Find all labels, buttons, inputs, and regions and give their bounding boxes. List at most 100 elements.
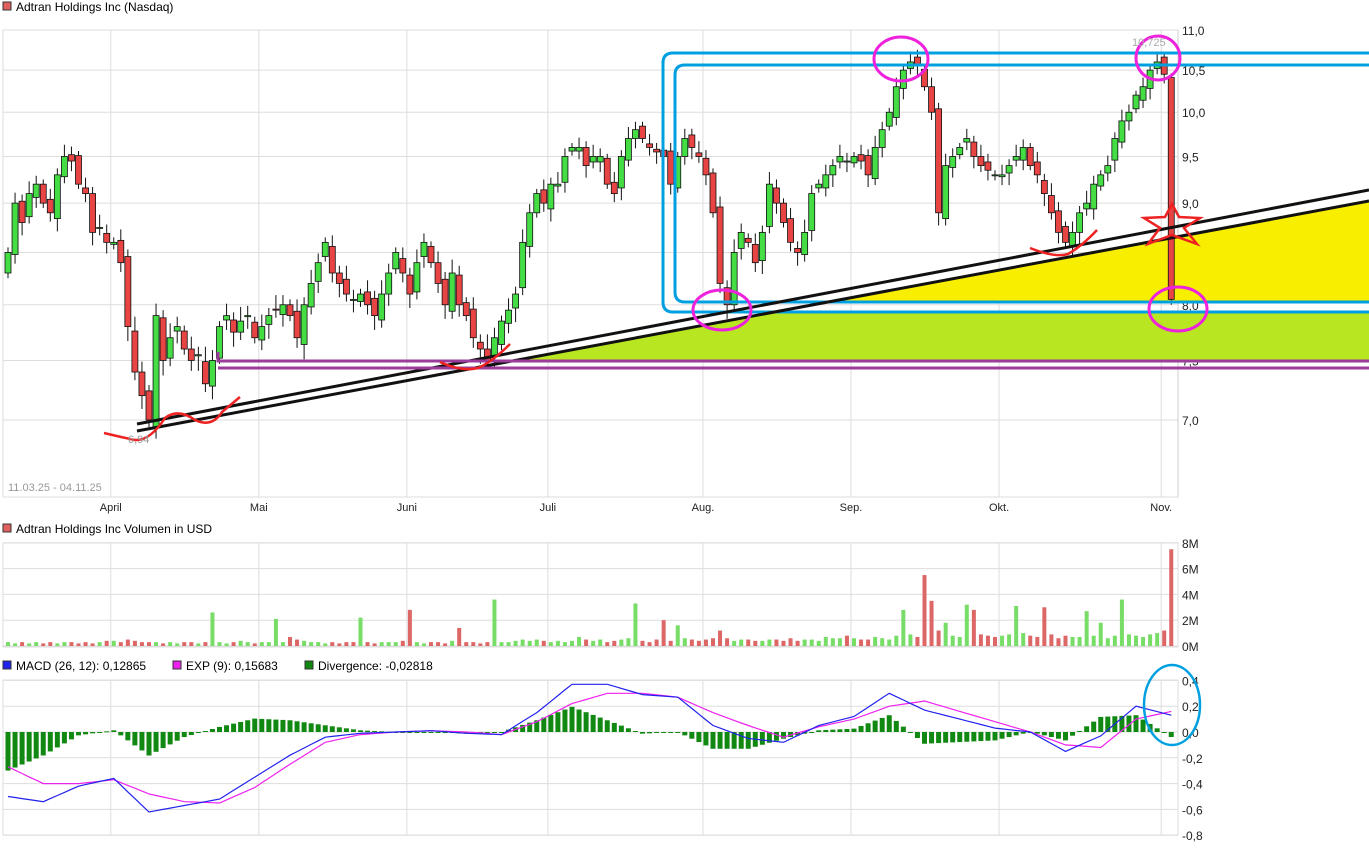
volume-bar: [13, 643, 18, 646]
candle-up: [949, 156, 957, 168]
candle-down: [201, 361, 209, 385]
volume-bar: [957, 636, 962, 646]
candle-down: [89, 193, 96, 233]
divergence-bar: [68, 732, 74, 740]
red-curve-oct: [1029, 229, 1098, 257]
candle-down: [716, 206, 724, 284]
candle-down: [702, 157, 710, 176]
candle-up: [448, 272, 456, 312]
volume-bar: [76, 643, 81, 646]
volume-bar: [760, 640, 765, 646]
candle-up: [350, 298, 357, 301]
candle-down: [82, 187, 89, 195]
candle-up: [871, 147, 879, 179]
volume-bar: [139, 642, 144, 646]
volume-bar: [1148, 634, 1153, 646]
volume-bar: [6, 642, 10, 646]
volume-bar: [1014, 606, 1019, 646]
volume-bar: [943, 622, 948, 646]
candle-down: [603, 157, 611, 185]
divergence-bar: [647, 732, 653, 734]
divergence-bar: [111, 730, 117, 732]
divergence-bar: [238, 721, 244, 732]
divergence-bar: [816, 730, 822, 732]
divergence-bar: [950, 732, 956, 743]
high-label: 10,725: [1132, 37, 1166, 49]
divergence-bar: [350, 729, 356, 732]
candle-down: [787, 218, 794, 243]
candle-up: [321, 241, 329, 257]
candle-down: [180, 330, 188, 350]
volume-bar: [478, 643, 483, 646]
volume-bar: [1021, 633, 1026, 646]
divergence-bar: [964, 732, 970, 742]
divergence-bar: [611, 722, 617, 732]
candle-up: [110, 241, 118, 245]
candle-down: [159, 317, 167, 361]
divergence-bar: [188, 732, 194, 736]
divergence-bar: [26, 732, 32, 762]
divergence-bar: [823, 729, 829, 732]
volume-bar: [703, 639, 708, 646]
divergence-bar: [273, 719, 279, 732]
date-range-label: 11.03.25 - 04.11.25: [8, 482, 102, 494]
macd-axis-tick: -0,2: [1182, 752, 1203, 766]
volume-bar: [111, 640, 116, 646]
volume-bar: [386, 642, 391, 646]
divergence-bar: [1048, 732, 1054, 738]
volume-bar: [1056, 638, 1061, 646]
divergence-bar: [202, 730, 208, 732]
volume-bar: [788, 638, 793, 646]
price-chart-title: Adtran Holdings Inc (Nasdaq): [16, 0, 173, 14]
divergence-bar: [936, 732, 942, 744]
volume-bar: [725, 638, 730, 646]
divergence-bar: [1041, 732, 1047, 736]
divergence-bar: [1105, 716, 1111, 732]
divergence-bar: [844, 728, 850, 732]
candle-up: [892, 86, 900, 118]
candle-up: [392, 252, 400, 270]
divergence-bar: [1126, 715, 1132, 732]
candle-up: [1104, 165, 1112, 174]
divergence-bar: [336, 727, 342, 732]
divergence-bar: [287, 720, 293, 732]
divergence-bar: [632, 730, 638, 732]
divergence-bar: [1140, 719, 1146, 732]
volume-bar: [1000, 635, 1005, 646]
divergence-bar: [879, 717, 885, 732]
candle-up: [885, 111, 893, 127]
volume-bar: [887, 639, 892, 646]
candle-down: [977, 156, 985, 167]
divergence-bar: [900, 726, 906, 732]
candle-up: [625, 138, 632, 161]
candle-up: [554, 183, 562, 187]
divergence-bar: [160, 732, 166, 749]
candle-up: [194, 354, 202, 357]
volume-bar: [245, 642, 250, 646]
divergence-bar: [294, 721, 300, 732]
volume-bar: [1091, 635, 1096, 646]
candle-up: [632, 129, 639, 139]
macd-axis-tick: 0,4: [1182, 674, 1199, 688]
volume-bar: [316, 642, 321, 646]
volume-bar: [950, 635, 955, 646]
divergence-bar: [195, 732, 201, 734]
volume-bar: [154, 642, 159, 646]
candle-up: [766, 183, 773, 227]
volume-bar: [1155, 633, 1160, 646]
circle-sep-high: [872, 35, 930, 83]
volume-bar: [266, 642, 271, 646]
divergence-bar: [957, 732, 963, 743]
x-axis-tick: April: [100, 502, 122, 514]
volume-bar: [436, 642, 441, 646]
volume-bar: [823, 636, 828, 646]
candle-up: [53, 174, 61, 220]
candle-down: [406, 274, 414, 295]
x-axis-tick: Okt.: [989, 502, 1009, 514]
candle-down: [272, 308, 280, 311]
candle-down: [230, 319, 238, 333]
candle-up: [300, 304, 308, 345]
candle-up: [956, 147, 964, 156]
candle-down: [364, 291, 371, 306]
volume-bar: [41, 643, 46, 646]
